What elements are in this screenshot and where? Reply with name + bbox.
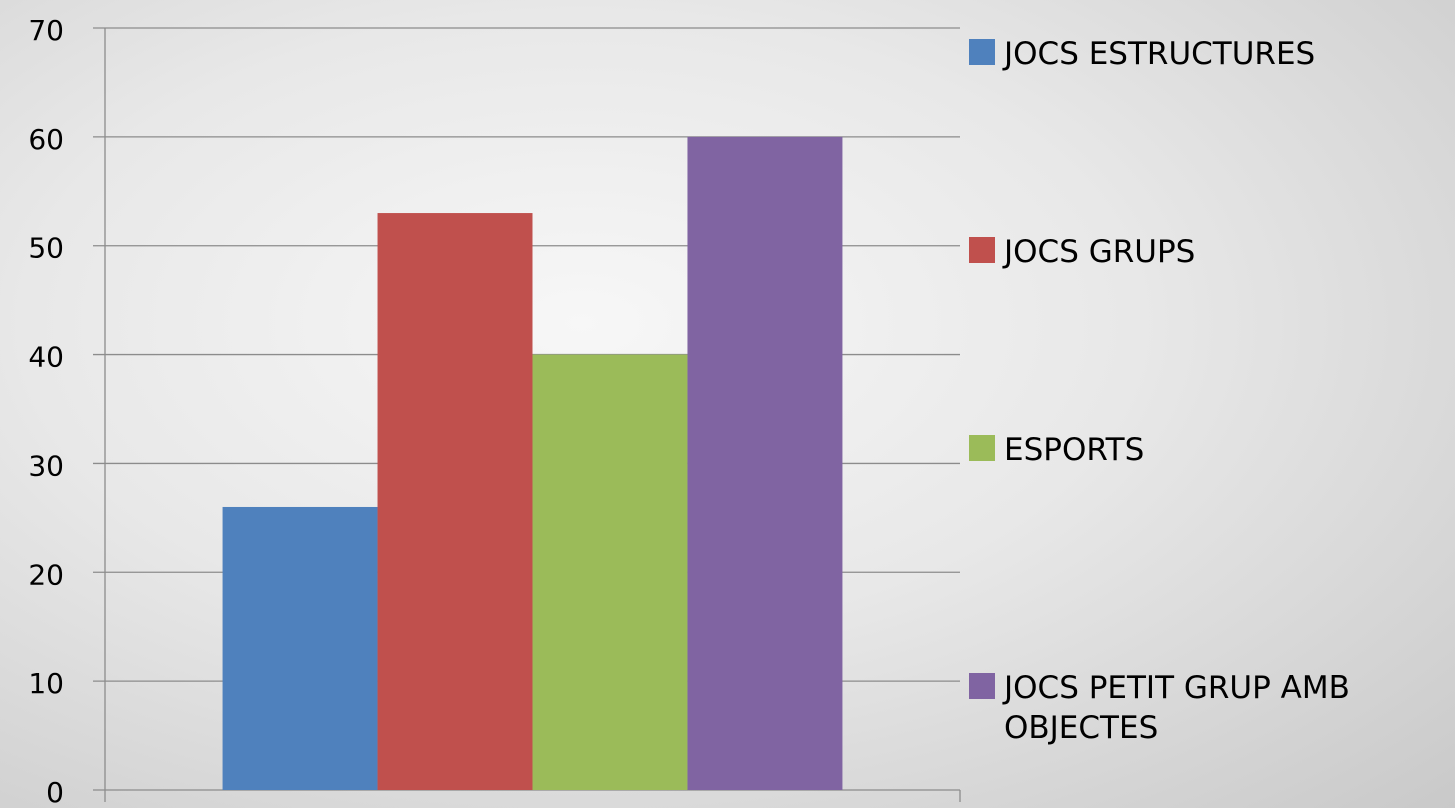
y-tick-label-20: 20	[28, 558, 64, 591]
legend-item-2: JOCS GRUPS	[969, 234, 1195, 270]
legend-label: JOCS GRUPS	[1002, 234, 1195, 270]
y-tick-label-60: 60	[28, 123, 64, 156]
legend-item-4: JOCS PETIT GRUP AMB OBJECTES	[969, 670, 1350, 746]
legend-label: OBJECTES	[1004, 710, 1158, 746]
legend-label: JOCS PETIT GRUP AMB	[1002, 670, 1350, 706]
y-tick-label-40: 40	[28, 341, 64, 374]
bar-jocs-estructures	[222, 506, 378, 790]
legend-item-1: JOCS ESTRUCTURES	[969, 36, 1315, 72]
y-tick-label-30: 30	[28, 449, 64, 482]
y-tick-label-70: 70	[28, 14, 64, 47]
legend: JOCS ESTRUCTURES JOCS GRUPS ESPORTS JOCS PE…	[969, 36, 1350, 746]
legend-label: JOCS ESTRUCTURES	[1002, 36, 1315, 72]
legend-swatch	[969, 237, 995, 263]
legend-swatch	[969, 673, 995, 699]
y-tick-label-50: 50	[28, 232, 64, 265]
legend-label: ESPORTS	[1004, 432, 1144, 468]
bars	[222, 136, 843, 791]
y-axis-tick-labels: 0 10 20 30 40 50 60 70	[28, 14, 64, 808]
bar-esports	[532, 354, 688, 790]
legend-swatch	[969, 435, 995, 461]
legend-swatch	[969, 39, 995, 65]
bar-jocs-grups	[377, 213, 533, 791]
legend-item-3: ESPORTS	[969, 432, 1144, 468]
y-tick-label-0: 0	[46, 776, 64, 808]
bar-jocs-petit-grup-amb-objectes	[687, 136, 843, 790]
y-tick-label-10: 10	[28, 667, 64, 700]
